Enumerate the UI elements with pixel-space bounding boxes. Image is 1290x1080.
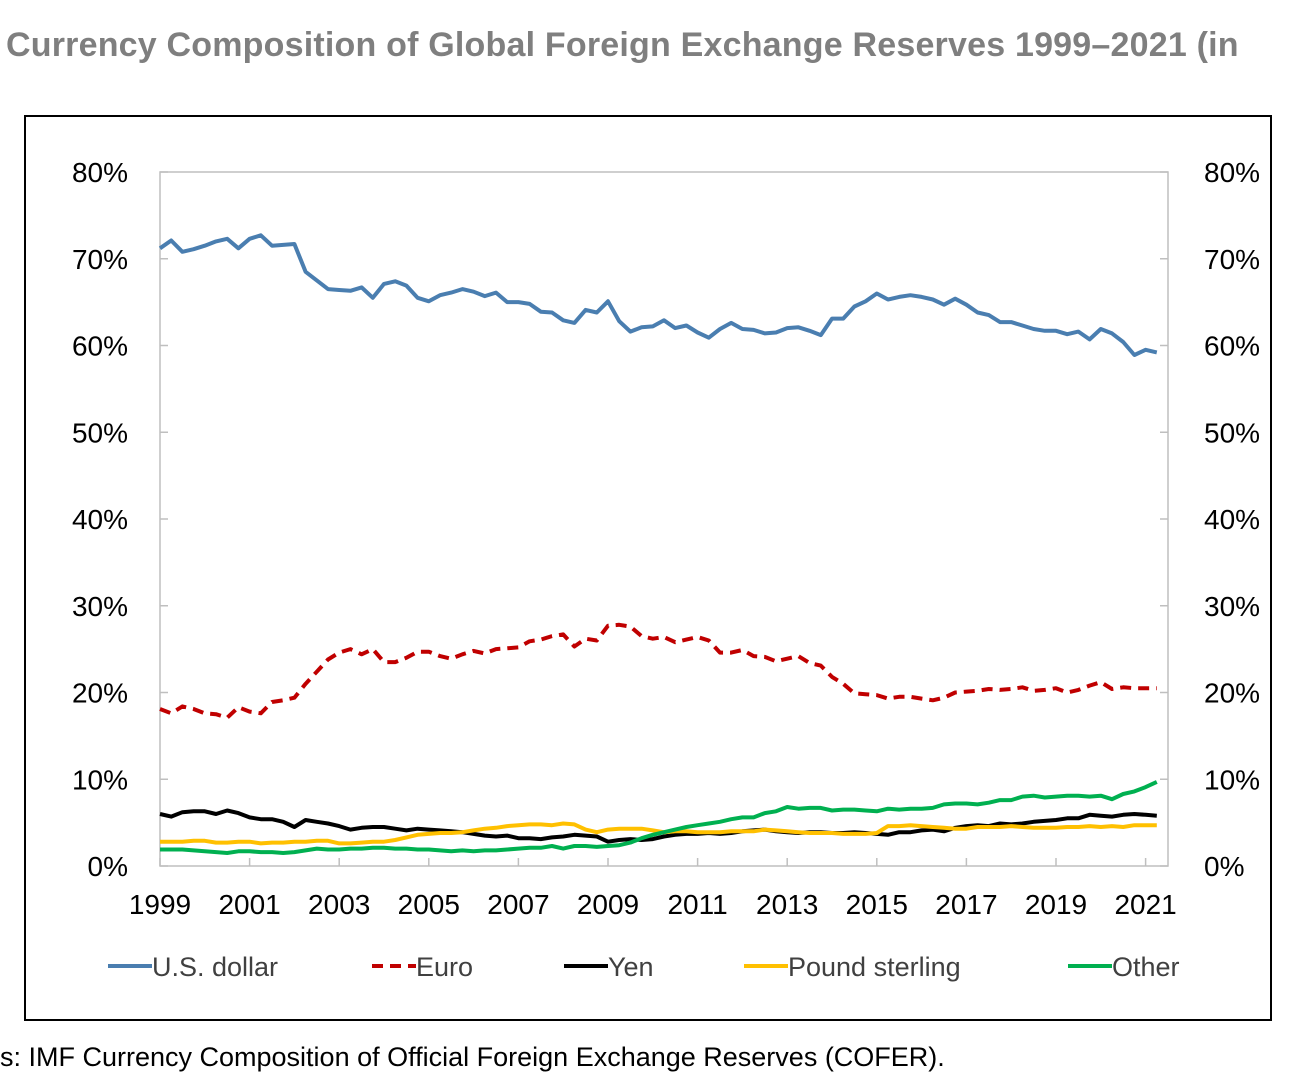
x-tick-label: 2001 bbox=[218, 889, 280, 920]
x-tick-label: 2011 bbox=[667, 889, 727, 920]
y-tick-label-left: 70% bbox=[72, 244, 128, 275]
legend-label: U.S. dollar bbox=[152, 952, 278, 982]
legend: U.S. dollar Euro Yen Pound sterling Other bbox=[108, 952, 1180, 982]
x-tick-label: 2019 bbox=[1025, 889, 1087, 920]
x-tick-label: 2015 bbox=[846, 889, 908, 920]
y-tick-label-left: 60% bbox=[72, 331, 128, 362]
y-tick-label-left: 80% bbox=[72, 157, 128, 188]
y-tick-label-right: 70% bbox=[1204, 244, 1260, 275]
series-line-other bbox=[160, 780, 1158, 855]
x-tick-label: 2017 bbox=[935, 889, 997, 920]
legend-label: Pound sterling bbox=[788, 952, 961, 982]
x-tick-label: 2021 bbox=[1114, 889, 1176, 920]
y-tick-label-right: 20% bbox=[1204, 678, 1260, 709]
chart-title: Currency Composition of Global Foreign E… bbox=[6, 26, 1239, 64]
legend-label: Yen bbox=[608, 952, 654, 982]
y-tick-label-right: 40% bbox=[1204, 504, 1260, 535]
y-tick-label-right: 30% bbox=[1204, 591, 1260, 622]
series-line-euro bbox=[159, 622, 1157, 720]
y-tick-label-left: 50% bbox=[72, 417, 128, 448]
x-tick-label: 2013 bbox=[756, 889, 818, 920]
y-tick-label-left: 0% bbox=[88, 851, 128, 882]
source-note: s: IMF Currency Composition of Official … bbox=[0, 1042, 945, 1072]
x-tick-label: 1999 bbox=[129, 889, 191, 920]
series-line-pound-sterling bbox=[160, 821, 1157, 846]
line-chart: 0% 0% 10% 10% 20% 20% 30% 30% 40% 40% 50% 50% 60% 60%… bbox=[72, 157, 1260, 982]
y-tick-label-right: 60% bbox=[1204, 331, 1260, 362]
y-tick-label-left: 10% bbox=[72, 764, 128, 795]
y-tick-label-left: 40% bbox=[72, 504, 128, 535]
y-tick-label-left: 30% bbox=[72, 591, 128, 622]
legend-label: Euro bbox=[416, 952, 473, 982]
x-tick-label: 2005 bbox=[398, 889, 460, 920]
y-tick-label-right: 50% bbox=[1204, 417, 1260, 448]
y-tick-label-right: 80% bbox=[1204, 157, 1260, 188]
x-tick-label: 2009 bbox=[577, 889, 639, 920]
y-tick-label-left: 20% bbox=[72, 678, 128, 709]
series-layer bbox=[158, 233, 1158, 855]
x-tick-label: 2003 bbox=[308, 889, 370, 920]
chart-frame: 0% 0% 10% 10% 20% 20% 30% 30% 40% 40% 50% 50% 60% 60%… bbox=[24, 115, 1272, 1021]
y-tick-label-right: 10% bbox=[1204, 764, 1260, 795]
legend-label: Other bbox=[1112, 952, 1180, 982]
axes: 0% 0% 10% 10% 20% 20% 30% 30% 40% 40% 50% 50% 60% 60%… bbox=[72, 157, 1260, 920]
series-line-u-s-dollar bbox=[158, 233, 1158, 357]
x-tick-label: 2007 bbox=[487, 889, 549, 920]
y-tick-label-right: 0% bbox=[1204, 851, 1244, 882]
